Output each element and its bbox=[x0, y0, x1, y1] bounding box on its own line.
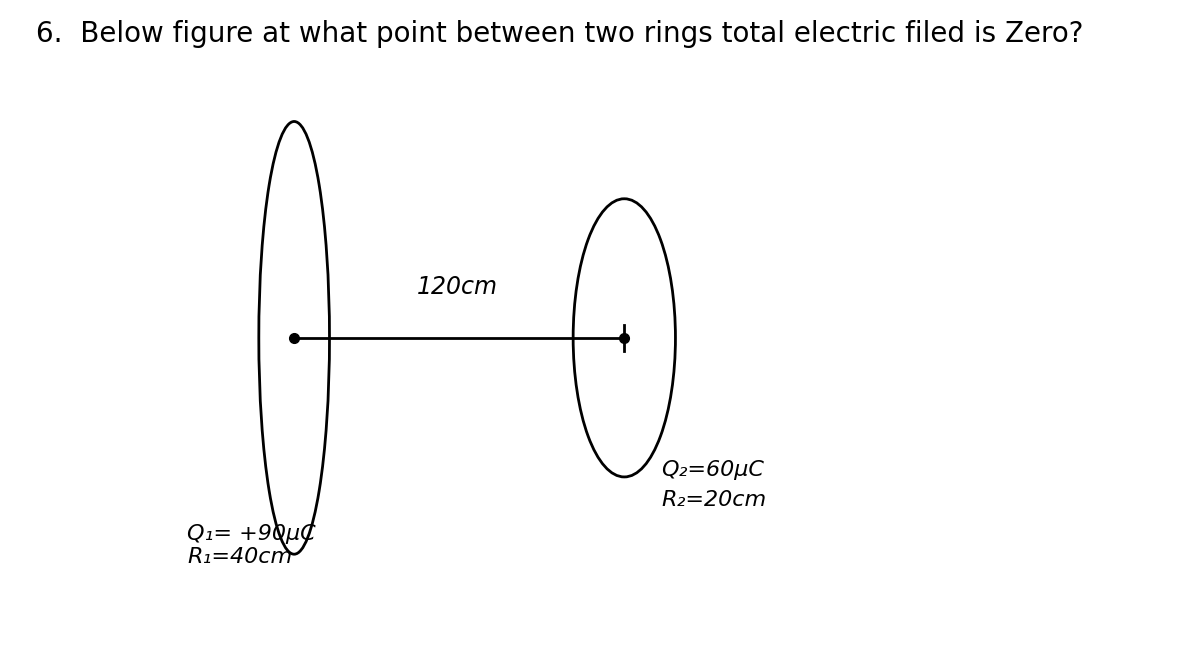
Text: Q₁= +90μC: Q₁= +90μC bbox=[187, 524, 316, 544]
Text: 6.  Below figure at what point between two rings total electric filed is Zero?: 6. Below figure at what point between tw… bbox=[36, 20, 1084, 48]
Text: R₁=40cm: R₁=40cm bbox=[187, 547, 293, 567]
Text: Q₂=60μC: Q₂=60μC bbox=[661, 460, 764, 480]
Text: R₂=20cm: R₂=20cm bbox=[661, 490, 767, 510]
Text: 120cm: 120cm bbox=[416, 275, 498, 299]
